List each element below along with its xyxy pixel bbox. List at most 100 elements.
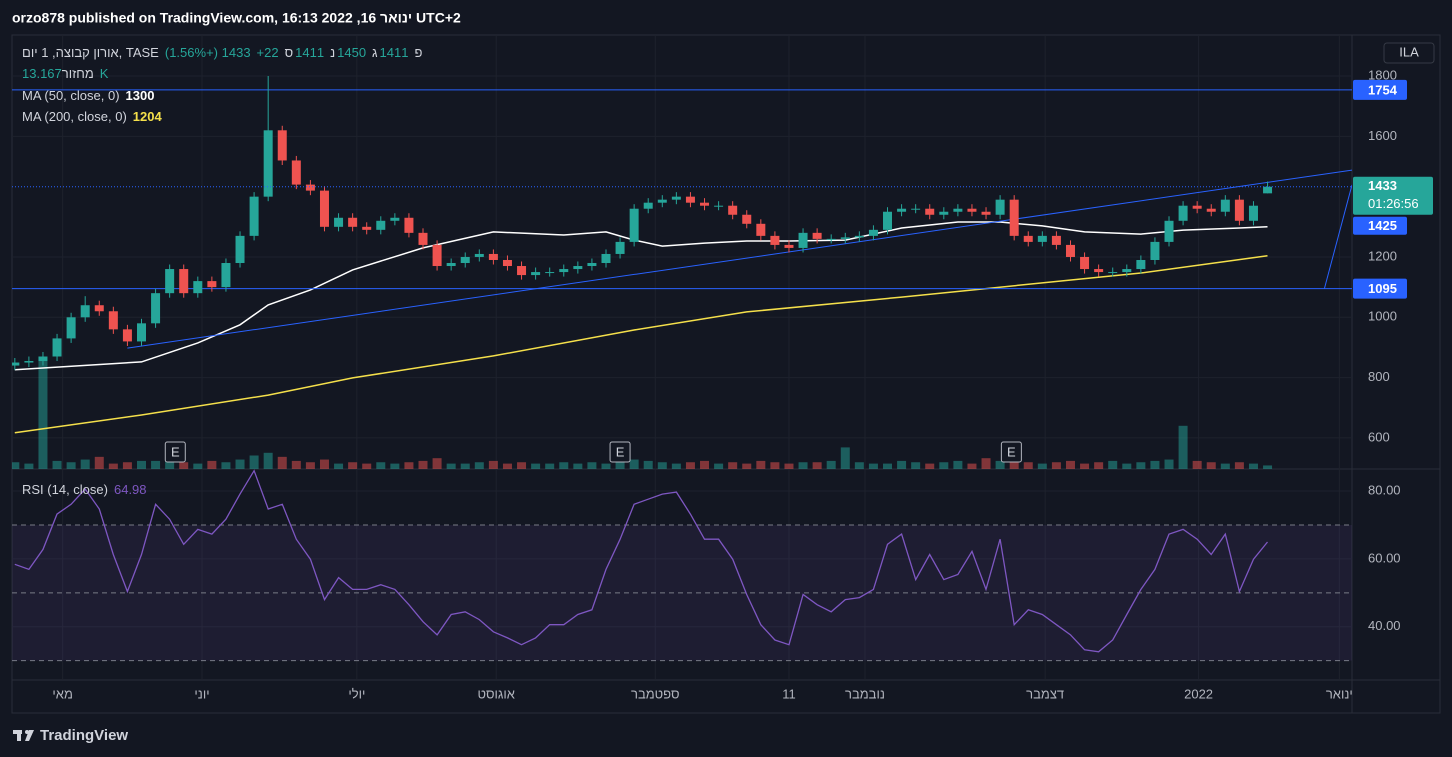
event-label: E: [171, 444, 180, 459]
candle-body: [447, 263, 456, 266]
volume-bar: [770, 462, 779, 469]
y-tick-label: 1200: [1368, 248, 1397, 263]
x-tick-label: יולי: [348, 686, 365, 701]
candle-body: [855, 236, 864, 238]
candle-body: [700, 203, 709, 206]
candle-body: [292, 160, 301, 184]
candle-body: [264, 130, 273, 196]
volume-bar: [137, 461, 146, 469]
candle-body: [489, 254, 498, 260]
candle-body: [1080, 257, 1089, 269]
candle-body: [475, 254, 484, 257]
ma-value: 1204: [133, 109, 162, 124]
candle-body: [165, 269, 174, 293]
candle-body: [1024, 236, 1033, 242]
volume-bar: [700, 461, 709, 469]
x-tick-label: אוגוסט: [477, 686, 514, 701]
candle-body: [433, 245, 442, 266]
candle-body: [250, 197, 259, 236]
x-tick-label: יוני: [194, 686, 209, 701]
volume-bar: [1165, 460, 1174, 469]
volume-bar: [320, 460, 329, 469]
open-value: 1411: [380, 45, 409, 60]
volume-name: מחזור: [62, 66, 94, 81]
candle-body: [996, 200, 1005, 215]
candle-body: [883, 212, 892, 230]
candle-body: [672, 197, 681, 200]
candle-body: [503, 260, 512, 266]
publish-header: orzo878 published on TradingView.com, ינ…: [12, 10, 461, 26]
volume-bar: [419, 461, 428, 469]
candle-body: [799, 233, 808, 248]
volume-bar: [24, 464, 33, 469]
candle-body: [1221, 200, 1230, 212]
candle-body: [869, 230, 878, 236]
volume-bar: [1052, 462, 1061, 469]
candle-body: [1207, 209, 1216, 212]
volume-bar: [686, 462, 695, 469]
price-label: 1095: [1368, 281, 1397, 296]
currency-label: ILA: [1399, 44, 1419, 59]
close-value: 1433: [222, 45, 251, 60]
candle-body: [278, 130, 287, 160]
candle-body: [1122, 269, 1131, 272]
volume-bar: [897, 461, 906, 469]
y-tick-label: 80.00: [1368, 482, 1401, 497]
candle-body: [784, 245, 793, 248]
volume-bar: [1193, 461, 1202, 469]
volume-bar: [967, 464, 976, 469]
volume-bar: [784, 464, 793, 469]
candle-body: [616, 242, 625, 254]
ohlc-prefix: פ: [414, 45, 422, 60]
ma-name: MA (50, close, 0): [22, 88, 120, 103]
volume-bar: [334, 464, 343, 469]
volume-bar: [855, 462, 864, 469]
candle-body: [911, 209, 920, 210]
candle-body: [137, 323, 146, 341]
volume-bar: [1080, 464, 1089, 469]
ma50-legend: MA (50, close, 0) 1300: [22, 88, 160, 103]
candle-body: [742, 215, 751, 224]
volume-bar: [1249, 464, 1258, 469]
candle-body: [517, 266, 526, 275]
candle-body: [348, 218, 357, 227]
volume-bar: [475, 462, 484, 469]
volume-bar: [982, 458, 991, 469]
candle-body: [376, 221, 385, 230]
volume-bar: [250, 456, 259, 470]
ma-value: 1300: [126, 88, 155, 103]
volume-bar: [81, 460, 90, 469]
volume-bar: [531, 464, 540, 469]
candle-body: [953, 209, 962, 212]
candle-body: [1263, 187, 1272, 194]
x-tick-label: דצמבר: [1026, 686, 1064, 701]
symbol-legend: אורון קבוצה, 1 יום, TASEפ1411ג1450נ1411ס…: [22, 45, 424, 60]
brand-name: TradingView: [40, 727, 128, 744]
candle-body: [1249, 206, 1258, 221]
candle-body: [897, 209, 906, 212]
x-tick-label: נובמבר: [845, 686, 885, 701]
event-label: E: [616, 444, 625, 459]
volume-bar: [1066, 461, 1075, 469]
volume-bar: [827, 461, 836, 469]
candle-body: [813, 233, 822, 239]
brand-logo: [13, 730, 34, 741]
volume-bar: [1122, 464, 1131, 469]
volume-bar: [644, 461, 653, 469]
event-label: E: [1007, 444, 1016, 459]
volume-bar: [278, 457, 287, 469]
volume-bar: [1263, 465, 1272, 469]
volume-bar: [953, 461, 962, 469]
candle-body: [334, 218, 343, 227]
candle-body: [925, 209, 934, 215]
volume-bar: [67, 462, 76, 469]
volume-bar: [517, 462, 526, 469]
volume-bar: [630, 460, 639, 469]
candle-body: [236, 236, 245, 263]
candle-body: [1165, 221, 1174, 242]
volume-bar: [672, 464, 681, 469]
volume-bar: [376, 462, 385, 469]
candle-body: [306, 185, 315, 191]
volume-bar: [207, 461, 216, 469]
volume-bar: [95, 457, 104, 469]
